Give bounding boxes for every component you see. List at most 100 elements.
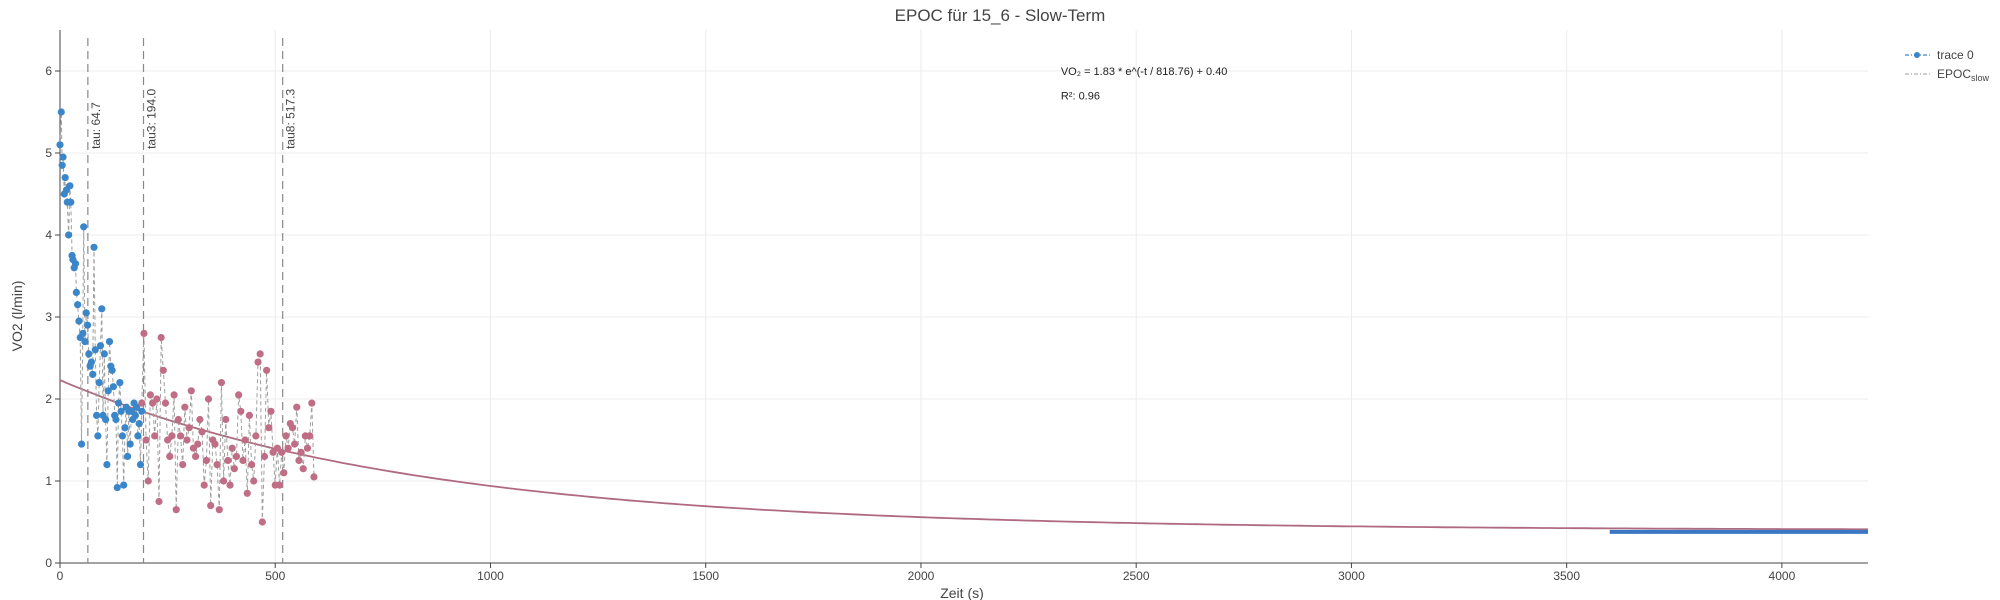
- legend-epoc-slow-label: EPOCslow: [1937, 67, 1990, 83]
- trace-0-point: [96, 342, 105, 350]
- trace-0-point: [92, 411, 101, 419]
- epoc-slow-point: [140, 329, 148, 337]
- epoc-slow-point: [198, 428, 206, 436]
- epoc-slow-point: [282, 432, 290, 440]
- trace-0-point: [81, 338, 89, 346]
- epoc-slow-point: [146, 391, 154, 399]
- tau-lines: tau: 64.7 tau3: 194.0 tau8: 517.3: [87, 38, 298, 563]
- trace-0-point: [138, 407, 146, 415]
- legend-trace-0-marker: [1914, 52, 1920, 58]
- trace-0-point: [114, 399, 123, 407]
- epoc-slow-point: [187, 387, 195, 395]
- epoc-slow-point: [155, 497, 163, 506]
- trace-0-point: [117, 407, 125, 415]
- epoc-slow-point: [211, 440, 219, 448]
- legend-epoc-slow-main: EPOC: [1937, 67, 1971, 81]
- epoc-slow-point: [254, 358, 262, 366]
- trace-0-point: [113, 483, 121, 492]
- x-axis-label: Zeit (s): [940, 585, 984, 600]
- y-tick-label: 5: [45, 146, 52, 160]
- epoc-slow-point: [297, 448, 305, 456]
- trace-0-point: [77, 440, 86, 448]
- epoc-slow-point: [207, 502, 215, 510]
- trace-0-point: [79, 329, 87, 337]
- trace-0-point: [66, 182, 74, 190]
- fit-curve: [59, 379, 1868, 531]
- trace-0-point: [80, 223, 88, 231]
- epoc-slow-point: [138, 399, 146, 407]
- legend-item-epoc-slow[interactable]: EPOCslow: [1905, 67, 1990, 83]
- trace-0-point: [61, 174, 69, 182]
- x-tick-label: 0: [57, 569, 64, 583]
- epoc-slow-point: [284, 444, 292, 452]
- fit-curve-path: [59, 379, 1868, 531]
- epoc-slow-point: [172, 506, 180, 514]
- trace-0-point: [104, 387, 112, 395]
- chart-annotations: VO₂ = 1.83 * e^(-t / 818.76) + 0.40 R²: 0…: [1061, 66, 1228, 103]
- y-tick-label: 2: [45, 392, 52, 406]
- epoc-slow-point: [265, 424, 273, 432]
- y-tick-label: 0: [45, 556, 52, 570]
- trace-0-point: [126, 440, 134, 448]
- epoc-slow-point: [275, 481, 284, 489]
- epoc-slow-point: [202, 456, 210, 465]
- trace-0-point: [120, 481, 128, 489]
- trace-0-point: [58, 161, 66, 169]
- epoc-slow-point: [235, 391, 243, 399]
- trace-0-point: [89, 370, 97, 378]
- trace-0-point: [135, 420, 143, 428]
- x-tick-label: 2500: [1123, 569, 1150, 583]
- tau-line-label: tau8: 517.3: [284, 89, 298, 149]
- epoc-slow-point: [288, 424, 297, 432]
- epoc-slow-point: [153, 395, 161, 403]
- chart-grid: [59, 30, 1868, 564]
- trace-0-point: [95, 379, 103, 387]
- trace-0-point: [109, 383, 117, 391]
- epoc-slow-point: [200, 481, 208, 489]
- epoc-slow-point: [250, 477, 258, 485]
- x-tick-label: 1500: [692, 569, 719, 583]
- trace-0-point: [102, 415, 110, 424]
- trace-0-point: [67, 198, 75, 206]
- epoc-slow-point: [232, 452, 241, 460]
- trace-0-point: [71, 260, 80, 268]
- y-axis-label: VO2 (l/min): [9, 281, 25, 352]
- trace-0-point: [90, 243, 98, 251]
- trace-0-point: [118, 432, 127, 440]
- epoc-slow-point: [157, 333, 165, 342]
- trace-0-point: [105, 338, 114, 346]
- chart-title: EPOC für 15_6 - Slow-Term: [895, 6, 1106, 25]
- epoc-slow-point: [174, 415, 182, 424]
- epoc-slow-point: [299, 465, 307, 473]
- epoc-slow-point: [306, 432, 314, 440]
- tau-line-label: tau: 64.7: [89, 102, 103, 149]
- epoc-slow-point: [228, 444, 236, 452]
- epoc-slow-point: [185, 424, 193, 432]
- trace-0-point: [75, 317, 83, 325]
- legend[interactable]: trace 0 EPOCslow: [1905, 48, 1990, 83]
- epoc-slow-point: [159, 366, 167, 374]
- epoc-slow-point: [260, 452, 269, 460]
- epoc-slow-point: [144, 477, 152, 485]
- epoc-slow-point: [241, 436, 249, 444]
- trace-0-point: [123, 452, 132, 460]
- epoc-slow-point: [215, 506, 223, 514]
- trace-0-point: [57, 108, 65, 116]
- trace-0-point: [65, 231, 73, 239]
- trace-0-point: [87, 358, 96, 366]
- trace-0-point: [59, 153, 67, 161]
- epoc-slow-point: [280, 469, 288, 477]
- epoc-slow-point: [168, 432, 176, 440]
- trace-0-point: [116, 379, 124, 387]
- legend-item-trace-0[interactable]: trace 0: [1905, 48, 1974, 62]
- y-tick-label: 6: [45, 64, 52, 78]
- trace-0-point: [98, 305, 106, 313]
- series-connector-line: [59, 111, 143, 488]
- trace-0-point: [121, 424, 129, 432]
- x-tick-label: 500: [265, 569, 285, 583]
- trace-0-point: [108, 366, 116, 374]
- epoc-slow-point: [194, 440, 202, 448]
- x-tick-label: 1000: [477, 569, 504, 583]
- legend-epoc-slow-subscript: slow: [1971, 73, 1990, 83]
- trace-0-point: [112, 415, 120, 424]
